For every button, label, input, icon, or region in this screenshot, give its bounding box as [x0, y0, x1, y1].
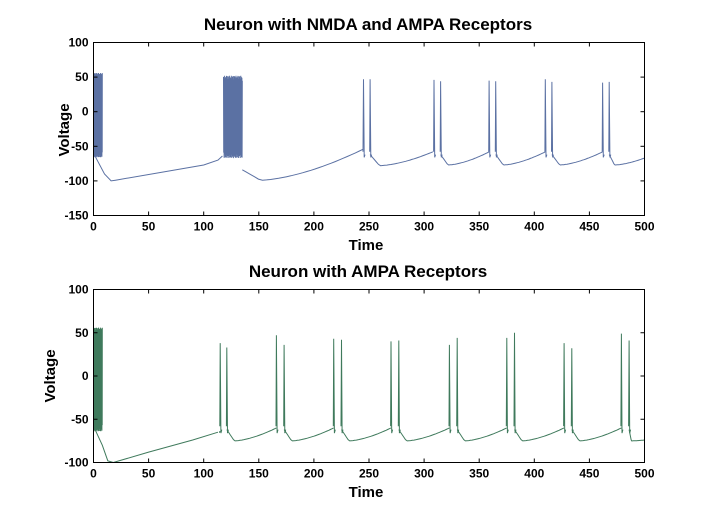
spike-mark	[397, 340, 401, 434]
series-line	[571, 427, 622, 442]
spike-mark	[433, 79, 437, 158]
subplot-nmda-ampa: Neuron with NMDA and AMPA Receptors Volt…	[56, 15, 655, 254]
x-tick-label: 450	[579, 467, 599, 481]
burst-mark	[93, 327, 103, 432]
chart-title: Neuron with AMPA Receptors	[249, 262, 487, 281]
axes-frame	[93, 289, 645, 463]
spike-mark	[601, 82, 605, 158]
x-tick-label: 200	[304, 467, 324, 481]
series-line	[93, 152, 223, 182]
x-tick-label: 450	[579, 220, 599, 234]
x-tick-label: 500	[634, 467, 654, 481]
spike-mark	[219, 343, 223, 434]
spike-mark	[544, 79, 548, 158]
x-tick-label: 400	[524, 467, 544, 481]
data-layer	[93, 327, 645, 464]
data-layer	[93, 72, 645, 182]
y-tick-label: 0	[82, 369, 89, 383]
tick-layer: 0 50 100 150 200 250 300 350 400 450 500 -100 -50 0 50…	[64, 283, 654, 481]
spike-mark	[225, 347, 229, 434]
x-tick-label: 300	[414, 467, 434, 481]
axes-frame	[93, 42, 645, 216]
y-tick-label: 50	[75, 70, 89, 84]
x-tick-label: 50	[142, 220, 156, 234]
spike-mark	[275, 335, 279, 434]
y-tick-label: -100	[64, 456, 88, 470]
series-line	[456, 427, 508, 442]
x-tick-label: 150	[249, 467, 269, 481]
spike-mark	[505, 337, 509, 434]
spike-mark	[488, 80, 492, 158]
x-tick-label: 200	[304, 220, 324, 234]
y-tick-label: -150	[64, 209, 88, 223]
x-tick-label: 500	[634, 220, 654, 234]
series-line	[242, 148, 364, 181]
spike-mark	[551, 81, 554, 158]
y-tick-label: -100	[64, 174, 88, 188]
spike-mark	[362, 79, 366, 158]
y-tick-label: -50	[71, 139, 89, 153]
x-tick-label: 0	[90, 467, 97, 481]
spike-mark	[448, 344, 452, 434]
series-line	[226, 427, 277, 442]
series-line	[93, 425, 219, 464]
series-line	[341, 427, 392, 442]
spike-mark	[494, 81, 498, 158]
spike-mark	[570, 348, 574, 434]
x-tick-label: 350	[469, 467, 489, 481]
x-axis-label: Time	[349, 484, 384, 501]
y-tick-label: 100	[68, 283, 88, 297]
spike-mark	[332, 338, 336, 434]
series-line	[219, 431, 221, 433]
x-tick-label: 250	[359, 220, 379, 234]
y-tick-label: 50	[75, 326, 89, 340]
spike-mark	[439, 81, 443, 158]
y-tick-label: -50	[71, 412, 89, 426]
spike-mark	[563, 343, 567, 434]
spike-mark	[283, 344, 287, 434]
series-line	[514, 427, 565, 442]
x-tick-label: 250	[359, 467, 379, 481]
y-axis-label: Voltage	[42, 349, 59, 402]
series-line	[495, 151, 546, 166]
x-tick-label: 350	[469, 220, 489, 234]
spike-mark	[628, 340, 632, 434]
spike-mark	[608, 81, 612, 158]
spike-mark	[369, 79, 373, 158]
spike-mark	[620, 333, 624, 434]
series-line	[608, 154, 645, 166]
chart-title: Neuron with NMDA and AMPA Receptors	[204, 15, 532, 34]
spike-mark	[340, 339, 344, 434]
subplot-ampa: Neuron with AMPA Receptors Voltage Time …	[42, 262, 655, 501]
x-tick-label: 400	[524, 220, 544, 234]
burst-mark	[223, 75, 243, 159]
series-line	[440, 151, 490, 166]
x-tick-label: 0	[90, 220, 97, 234]
y-tick-label: 100	[68, 36, 88, 50]
y-axis-label: Voltage	[56, 103, 73, 156]
spike-mark	[513, 332, 517, 434]
series-line	[551, 151, 603, 166]
series-line	[369, 151, 434, 167]
series-line	[628, 429, 645, 442]
tick-layer: 0 50 100 150 200 250 300 350 400 450 500-150-100-5…	[64, 36, 654, 234]
spike-mark	[456, 337, 460, 434]
x-axis-label: Time	[349, 237, 384, 254]
series-line	[283, 427, 334, 442]
spike-mark	[390, 341, 394, 434]
x-tick-label: 100	[194, 467, 214, 481]
x-tick-label: 100	[194, 220, 214, 234]
x-tick-label: 150	[249, 220, 269, 234]
x-tick-label: 300	[414, 220, 434, 234]
burst-mark	[93, 72, 103, 158]
series-line	[398, 427, 450, 442]
x-tick-label: 50	[142, 467, 156, 481]
y-tick-label: 0	[82, 105, 89, 119]
